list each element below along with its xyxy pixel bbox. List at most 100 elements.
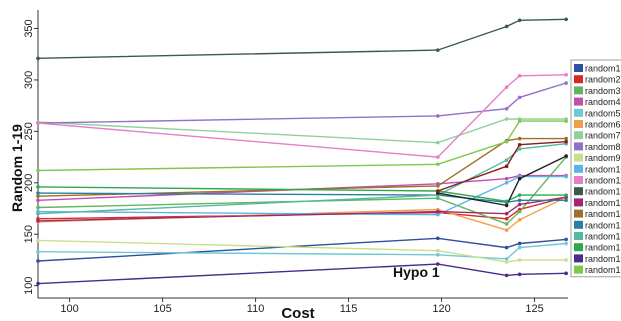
data-point [564, 81, 568, 85]
legend-label: random12 [585, 187, 621, 197]
legend-swatch [574, 164, 583, 173]
data-point [517, 142, 522, 147]
legend-label: random7 [585, 131, 621, 141]
x-tick-label: 125 [525, 303, 543, 315]
legend-swatch [574, 153, 583, 162]
data-point [517, 218, 522, 222]
x-ticks: 100 105 110 115 120 125 [60, 298, 544, 315]
data-point [504, 273, 509, 278]
data-point [564, 139, 568, 144]
legend-swatch [574, 243, 583, 252]
data-point [504, 228, 509, 232]
data-point [564, 258, 568, 262]
data-point [504, 176, 509, 181]
data-point [36, 211, 40, 216]
data-point [436, 236, 440, 241]
series-line-random10 [37, 175, 567, 216]
legend-swatch [574, 220, 583, 229]
data-point [36, 219, 40, 223]
data-point [36, 238, 40, 243]
legend-label: random15 [585, 220, 621, 230]
extra-line-1 [437, 155, 567, 207]
x-tick-label: 110 [247, 303, 265, 315]
data-point [36, 281, 40, 286]
legend-label: random1 [585, 64, 621, 74]
series-line-random7 [37, 118, 567, 144]
legend-label: random6 [585, 120, 621, 130]
data-point [36, 194, 40, 198]
legend-label: random18 [585, 254, 621, 264]
legend-label: random19 [585, 265, 621, 275]
x-tick-label: 100 [60, 303, 78, 315]
series-line-random11 [37, 74, 567, 158]
series-line-random8 [37, 82, 567, 124]
data-point [436, 155, 440, 159]
series-points [36, 17, 568, 286]
data-point [564, 119, 568, 123]
data-point [504, 24, 509, 29]
legend-label: random9 [585, 153, 621, 163]
data-point [36, 121, 40, 125]
legend-label: random10 [585, 164, 621, 174]
data-point [504, 245, 509, 250]
data-point [36, 205, 40, 210]
y-tick-label: 300 [23, 71, 35, 89]
data-point [504, 85, 509, 89]
data-point [564, 237, 568, 242]
legend-swatch [574, 209, 583, 218]
series-line-random18 [37, 263, 567, 285]
data-point [436, 262, 440, 266]
data-point [504, 260, 509, 264]
legend-label: random11 [585, 176, 621, 186]
legend-swatch [574, 120, 583, 128]
x-tick-label: 105 [153, 303, 171, 315]
data-point [564, 154, 568, 158]
legend-swatch [574, 97, 583, 106]
data-point [36, 168, 40, 173]
data-point [504, 106, 509, 111]
data-point [504, 211, 509, 216]
data-point [517, 74, 522, 78]
data-point [36, 185, 40, 189]
legend-swatch [574, 254, 583, 263]
data-point [517, 147, 522, 151]
legend-swatch [574, 64, 583, 72]
legend-label: random8 [585, 142, 621, 152]
legend-swatch [574, 108, 583, 117]
data-point [564, 17, 568, 22]
legend-label: random5 [585, 108, 621, 118]
data-point [436, 48, 440, 52]
data-point [517, 18, 522, 23]
data-point [504, 164, 509, 169]
data-point [517, 241, 522, 246]
legend-swatch [574, 187, 583, 196]
data-point [504, 222, 509, 226]
data-point [504, 217, 509, 221]
data-point [36, 259, 40, 263]
data-point [517, 198, 522, 203]
data-point [517, 193, 522, 197]
data-point [564, 271, 568, 276]
legend-label: random17 [585, 243, 621, 253]
x-tick-label: 120 [432, 303, 450, 315]
y-tick-label: 150 [23, 225, 35, 243]
legend-swatch [574, 75, 583, 84]
legend-label: random4 [585, 97, 621, 107]
y-tick-label: 200 [23, 174, 35, 192]
data-point [504, 117, 509, 121]
data-point [436, 253, 440, 257]
data-point [36, 56, 40, 61]
hypo-annotation: Hypo 1 [393, 264, 440, 280]
legend-label: random3 [585, 86, 621, 96]
data-point [36, 198, 40, 203]
data-point [564, 136, 568, 141]
legend-label: random14 [585, 209, 621, 219]
legend-swatch [574, 86, 583, 95]
data-point [436, 140, 440, 145]
data-point [504, 199, 509, 204]
data-point [436, 212, 440, 217]
y-ticks: 100 150 200 250 300 350 [23, 19, 38, 295]
data-point [504, 257, 509, 261]
data-point [517, 209, 522, 214]
data-point [517, 119, 522, 123]
